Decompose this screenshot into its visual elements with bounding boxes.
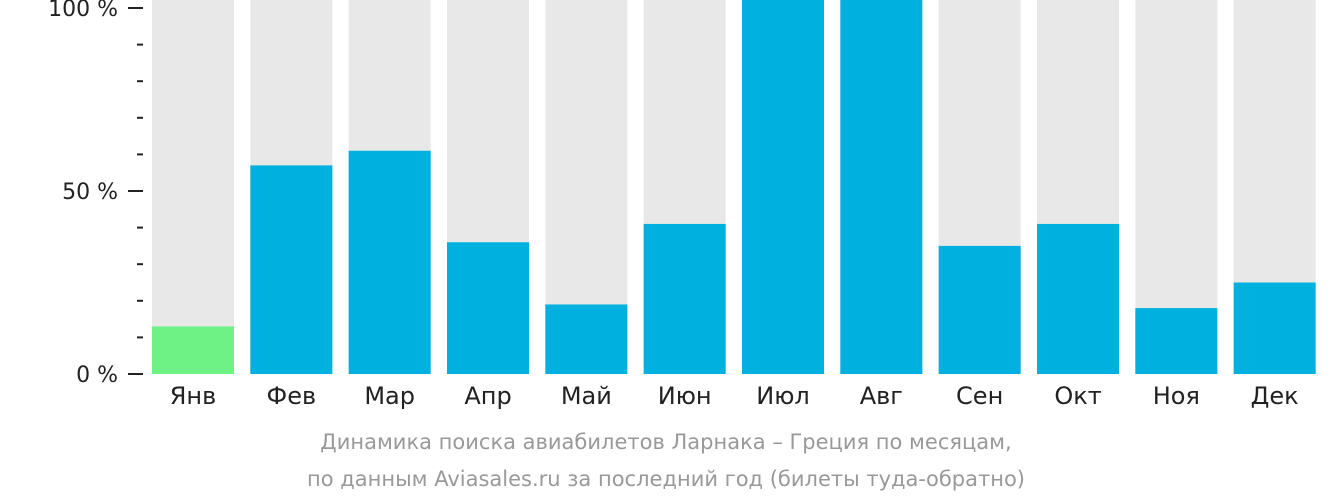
- x-tick-label: Окт: [1054, 382, 1101, 410]
- bar-12[interactable]: [1233, 282, 1316, 375]
- bar-3[interactable]: [348, 150, 431, 374]
- bar-background: [152, 0, 234, 374]
- x-tick-label: Май: [561, 382, 612, 410]
- chart-caption-line-1: Динамика поиска авиабилетов Ларнака – Гр…: [320, 430, 1012, 454]
- x-tick-label: Апр: [464, 382, 511, 410]
- x-tick-label: Фев: [267, 382, 317, 410]
- bar-2[interactable]: [250, 165, 333, 374]
- x-tick-label: Мар: [364, 382, 415, 410]
- x-axis-labels: Янв Фев Мар Апр Май Июн Июл Авг Сен Окт Ноя Дек: [170, 382, 1299, 410]
- x-tick-label: Июн: [658, 382, 712, 410]
- data-bars: [152, 0, 1316, 374]
- x-tick-label: Сен: [956, 382, 1003, 410]
- y-axis: 100 % 50 % 0 %: [48, 0, 143, 388]
- bar-chart: 100 % 50 % 0 % Янв Фев Мар Апр Май Июн Июл Авг Сен…: [48, 0, 1316, 410]
- bar-8[interactable]: [840, 0, 923, 374]
- x-tick-label: Дек: [1251, 382, 1299, 410]
- chart-caption-line-2: по данным Aviasales.ru за последний год …: [307, 467, 1025, 491]
- bar-7[interactable]: [742, 0, 824, 374]
- bar-6[interactable]: [643, 223, 726, 374]
- bar-1[interactable]: [152, 326, 234, 374]
- x-tick-label: Июл: [756, 382, 810, 410]
- y-tick-label: 50 %: [62, 180, 118, 205]
- y-tick-label: 100 %: [48, 0, 118, 22]
- x-tick-label: Ноя: [1153, 382, 1200, 410]
- bar-5[interactable]: [545, 304, 628, 374]
- bar-9[interactable]: [938, 245, 1021, 374]
- bar-4[interactable]: [447, 242, 529, 374]
- x-tick-label: Янв: [170, 382, 217, 410]
- bar-11[interactable]: [1135, 308, 1218, 374]
- y-tick-label: 0 %: [76, 363, 118, 388]
- x-tick-label: Авг: [860, 382, 903, 410]
- bar-10[interactable]: [1037, 223, 1119, 374]
